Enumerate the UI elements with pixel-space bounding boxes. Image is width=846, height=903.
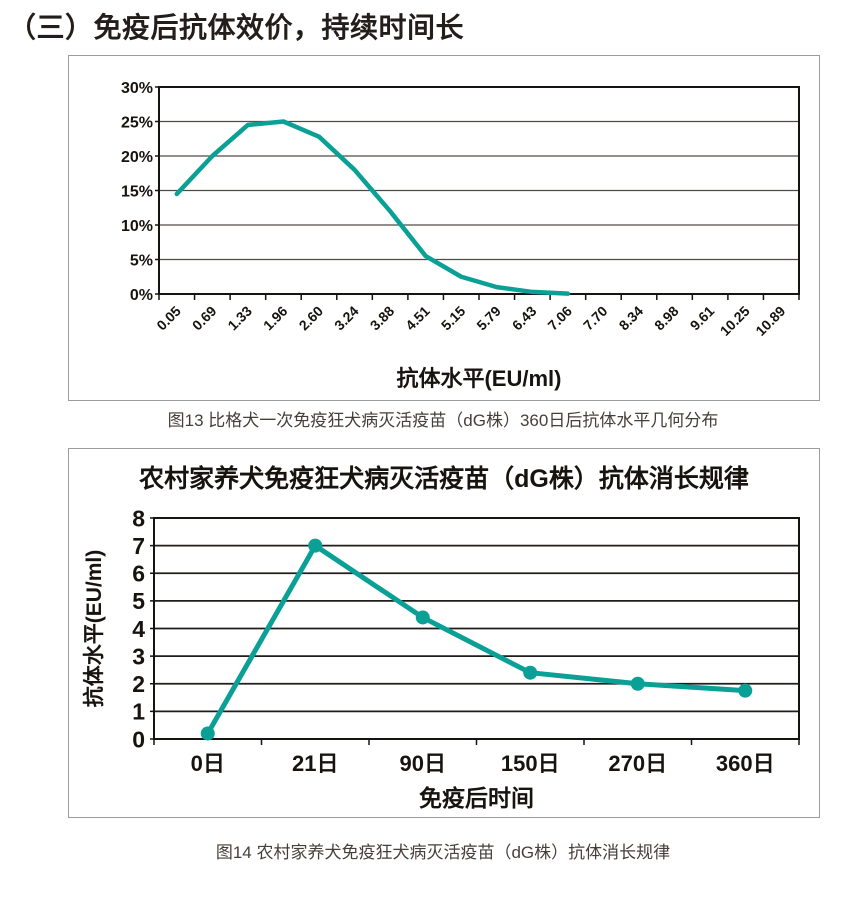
- x-tick-label: 3.88: [367, 303, 398, 334]
- y-tick-label: 15%: [121, 183, 153, 200]
- x-tick-label: 270日: [608, 751, 667, 776]
- y-tick-label: 0: [132, 726, 145, 752]
- series-line: [174, 119, 571, 296]
- y-tick-label: 5%: [130, 252, 153, 269]
- x-tick-label: 10.25: [717, 303, 753, 339]
- data-point-marker: [523, 665, 538, 680]
- y-tick-label: 5: [132, 588, 145, 614]
- x-tick-label: 90日: [400, 751, 446, 776]
- data-point-marker: [630, 676, 645, 691]
- series-line: [205, 543, 748, 736]
- figure13-line-chart: 0%5%10%15%20%25%30%0.05 0.69 1.33 1.96 2.60 3…: [121, 80, 800, 391]
- y-tick-label: 3: [132, 643, 145, 669]
- x-tick-label: 1.96: [260, 303, 291, 334]
- x-tick-label: 5.79: [473, 303, 504, 334]
- y-axis-title: 抗体水平(EU/ml): [82, 550, 106, 708]
- y-tick-label: 8: [132, 505, 145, 531]
- y-tick-label: 4: [132, 616, 145, 642]
- x-tick-label: 21日: [292, 751, 338, 776]
- y-tick-label: 6: [132, 561, 145, 587]
- x-tick-label: 0.05: [153, 303, 184, 334]
- data-point-marker: [308, 538, 323, 553]
- page-title: （三）免疫后抗体效价，持续时间长: [8, 12, 465, 43]
- chart-title: 农村家养犬免疫狂犬病灭活疫苗（dG株）抗体消长规律: [138, 464, 749, 493]
- x-tick-label: 360日: [716, 751, 775, 776]
- y-tick-label: 30%: [121, 80, 153, 97]
- x-tick-label: 9.61: [687, 303, 718, 334]
- y-tick-label: 20%: [121, 149, 153, 166]
- y-tick-label: 0%: [130, 287, 153, 304]
- x-tick-label: 10.89: [752, 303, 788, 339]
- y-tick-label: 2: [132, 671, 145, 697]
- x-axis-title: 抗体水平(EU/ml): [396, 366, 561, 391]
- x-axis-title: 免疫后时间: [419, 785, 534, 811]
- x-tick-label: 3.24: [331, 303, 362, 334]
- x-tick-label: 0日: [191, 751, 225, 776]
- x-tick-label: 8.98: [651, 303, 682, 334]
- x-tick-label: 5.15: [438, 303, 469, 334]
- figure14-chart-box: 0 1 2 3 4 5 6 7 8 0日 21日 90日 150日 270日 360日免疫后时间 抗体水平(E…: [68, 448, 820, 818]
- x-tick-label: 1.33: [224, 303, 255, 334]
- x-tick-label: 4.51: [402, 303, 433, 334]
- x-tick-label: 0.69: [189, 303, 220, 334]
- data-point-marker: [738, 683, 753, 698]
- figure13-caption: 图13 比格犬一次免疫狂犬病灭活疫苗（dG株）360日后抗体水平几何分布: [167, 411, 719, 430]
- data-point-marker: [415, 610, 430, 625]
- y-tick-label: 1: [132, 699, 145, 725]
- y-tick-label: 25%: [121, 114, 153, 131]
- x-tick-label: 150日: [501, 751, 560, 776]
- x-tick-label: 8.34: [616, 303, 647, 334]
- y-tick-label: 7: [132, 533, 145, 559]
- x-tick-label: 2.60: [296, 303, 327, 334]
- x-tick-label: 7.70: [580, 303, 611, 334]
- figure14-caption: 图14 农村家养犬免疫狂犬病灭活疫苗（dG株）抗体消长规律: [215, 843, 671, 862]
- data-point-marker: [200, 726, 215, 741]
- figure13-chart-box: 0% 5% 10% 15% 20% 25% 30% 0.05 0.69 1.33 1.96 2.60 3…: [68, 55, 820, 401]
- x-tick-label: 6.43: [509, 303, 540, 334]
- y-tick-label: 10%: [121, 218, 153, 235]
- x-tick-label: 7.06: [544, 303, 575, 334]
